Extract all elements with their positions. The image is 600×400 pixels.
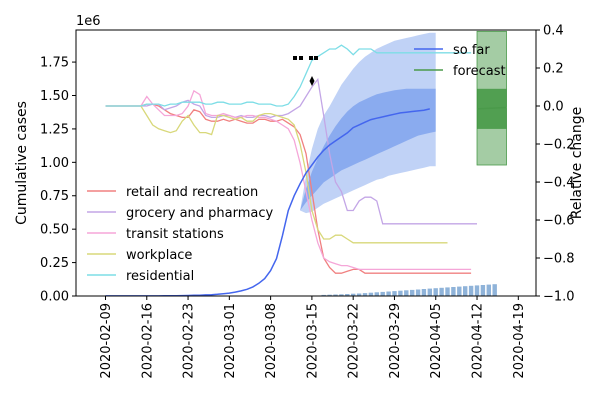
- daily-bar: [427, 288, 432, 296]
- daily-bar: [368, 292, 374, 296]
- daily-bar: [327, 294, 332, 296]
- left-tick-label: 1.50: [40, 89, 69, 104]
- left-tick-label: 1.00: [40, 156, 69, 171]
- right-tick-label: 0.2: [543, 62, 564, 77]
- right-tick-label: −0.4: [543, 176, 575, 191]
- daily-bar: [457, 286, 462, 296]
- right-tick-label: −0.2: [543, 138, 575, 153]
- left-tick-label: 0.00: [40, 290, 69, 305]
- left-tick-label: 0.50: [40, 223, 69, 238]
- offset-text: 1e6: [76, 14, 101, 29]
- x-tick-label: 2020-02-09: [99, 303, 114, 379]
- x-tick-label: 2020-03-22: [347, 303, 362, 379]
- x-tick-label: 2020-03-15: [305, 303, 320, 379]
- daily-bar: [356, 293, 362, 296]
- daily-bar: [374, 292, 379, 296]
- x-tick-label: 2020-03-08: [264, 303, 279, 379]
- legend-label: workplace: [126, 248, 192, 263]
- daily-bar: [351, 293, 356, 296]
- plot-frame: [75, 29, 537, 297]
- daily-bar: [380, 291, 385, 296]
- legend-label: retail and recreation: [126, 185, 258, 200]
- left-axis-label: Cumulative cases: [14, 101, 30, 225]
- event-marker: [314, 56, 318, 60]
- mobility-line-grocery-and-pharmacy: [105, 77, 477, 225]
- right-tick-label: −1.0: [543, 290, 575, 305]
- right-tick-label: −0.8: [543, 252, 575, 267]
- mobility-line-transit-stations: [105, 89, 472, 271]
- daily-bar: [474, 285, 480, 296]
- daily-bar: [433, 288, 438, 296]
- event-marker: [309, 56, 313, 60]
- daily-bar: [451, 287, 456, 296]
- right-tick-label: 0.4: [543, 24, 564, 39]
- x-tick-label: 2020-04-05: [429, 303, 444, 379]
- daily-bar: [439, 287, 444, 296]
- daily-bar: [468, 285, 474, 296]
- legend-label: so far: [453, 43, 490, 58]
- left-tick-label: 0.75: [40, 189, 69, 204]
- event-marker: [293, 56, 297, 60]
- x-tick-label: 2020-03-01: [223, 303, 238, 379]
- daily-bar: [445, 287, 450, 296]
- daily-bar: [321, 294, 326, 296]
- x-tick-label: 2020-04-19: [512, 303, 527, 379]
- right-tick-label: −0.6: [543, 214, 575, 229]
- so-far-band-outer: [300, 32, 436, 214]
- mobility-line-workplace: [105, 105, 448, 244]
- right-axis-label: Relative change: [569, 107, 585, 219]
- daily-bar: [404, 290, 409, 296]
- daily-bar: [362, 293, 368, 296]
- event-marker: [309, 76, 315, 86]
- daily-bar: [492, 284, 497, 296]
- so-far-band-inner: [300, 88, 436, 211]
- x-tick-label: 2020-03-29: [388, 303, 403, 379]
- daily-bar: [333, 294, 338, 296]
- axes: 0.00 0.25 0.50 0.75 1.00 1.25 1.50 1.75 0.4 0.2 0.…: [40, 24, 575, 379]
- left-tick-label: 1.25: [40, 122, 69, 137]
- legend-label: forecast: [453, 64, 506, 79]
- forecast-line: [476, 106, 507, 110]
- legends: retail and recreation grocery and pharmac…: [87, 43, 506, 284]
- daily-bar: [421, 289, 427, 296]
- daily-bar: [480, 285, 486, 296]
- event-marker: [299, 56, 303, 60]
- daily-bar: [486, 284, 491, 296]
- daily-bar: [398, 290, 403, 296]
- left-tick-label: 0.25: [40, 256, 69, 271]
- mobility-line-retail-and-recreation: [105, 103, 472, 274]
- daily-bar: [415, 289, 421, 296]
- x-tick-label: 2020-02-23: [182, 303, 197, 379]
- daily-bar: [410, 289, 415, 296]
- legend-label: transit stations: [126, 227, 224, 242]
- daily-bar: [386, 291, 391, 296]
- right-tick-label: 0.0: [543, 100, 564, 115]
- x-tick-label: 2020-02-16: [140, 303, 155, 379]
- daily-bar: [339, 294, 344, 296]
- left-tick-label: 1.75: [40, 56, 69, 71]
- daily-bar: [345, 294, 350, 296]
- daily-bar: [463, 286, 468, 296]
- legend-label: grocery and pharmacy: [126, 206, 274, 221]
- x-tick-label: 2020-04-12: [471, 303, 486, 379]
- legend-label: residential: [126, 269, 194, 284]
- mobility-line-residential: [105, 44, 472, 107]
- daily-bar: [392, 291, 397, 296]
